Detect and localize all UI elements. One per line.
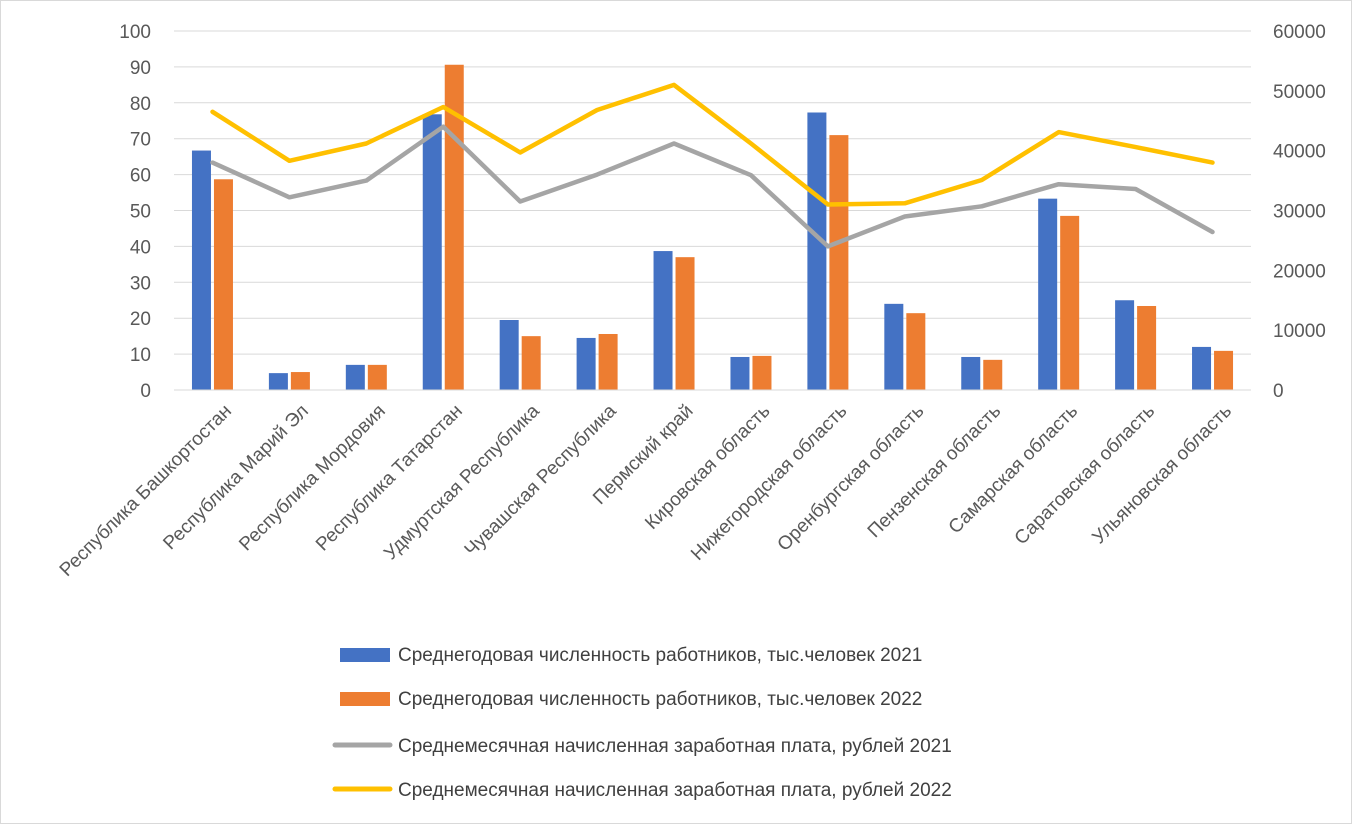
- y-left-tick-label: 10: [130, 345, 151, 366]
- y-left-tick-label: 20: [130, 309, 151, 330]
- bar: [1060, 215, 1080, 390]
- x-category-label: Пензенская область: [864, 401, 1005, 542]
- series-line: [210, 82, 1215, 207]
- x-category-label: Нижегородская область: [687, 401, 851, 565]
- bar: [444, 64, 464, 390]
- x-category-label: Саратовская область: [1011, 401, 1159, 549]
- y-right-tick-label: 10000: [1273, 321, 1326, 342]
- bar: [752, 355, 772, 390]
- bar: [521, 336, 541, 390]
- bar: [367, 364, 387, 390]
- bar: [213, 179, 233, 390]
- x-category-label: Самарская область: [945, 401, 1083, 539]
- bar: [730, 356, 750, 390]
- line-series: [210, 82, 1215, 249]
- y-left-tick-label: 70: [130, 130, 151, 151]
- bar: [598, 333, 618, 390]
- bar: [884, 303, 904, 390]
- series-line: [210, 124, 1215, 249]
- bar: [1115, 300, 1135, 390]
- legend-swatch: [340, 648, 390, 662]
- legend-swatch: [340, 692, 390, 706]
- y-axis-right: 0 10000 20000 30000 40000 50000 60000: [1273, 22, 1326, 402]
- y-left-tick-label: 90: [130, 58, 151, 79]
- bar: [675, 257, 695, 390]
- bar: [345, 364, 365, 390]
- x-category-label: Оренбургская область: [774, 401, 929, 556]
- legend-label: Среднемесячная начисленная заработная пл…: [398, 736, 952, 757]
- bar: [290, 372, 310, 390]
- bar-series: [191, 64, 1234, 391]
- bar: [653, 251, 673, 390]
- y-right-tick-label: 20000: [1273, 261, 1326, 282]
- bar: [961, 356, 981, 390]
- x-category-label: Республика Татарстан: [312, 401, 467, 556]
- x-category-label: Республика Марий Эл: [159, 401, 312, 554]
- bar: [576, 337, 596, 390]
- y-left-tick-label: 80: [130, 94, 151, 115]
- x-category-label: Чувашская Республика: [461, 400, 621, 560]
- gridlines: [174, 30, 1251, 355]
- x-category-label: Ульяновская область: [1088, 401, 1236, 549]
- x-category-label: Республика Мордовия: [235, 401, 390, 556]
- bar: [1038, 198, 1058, 390]
- y-right-tick-label: 50000: [1273, 82, 1326, 103]
- bar: [906, 313, 926, 390]
- y-right-tick-label: 60000: [1273, 22, 1326, 43]
- legend-label: Среднегодовая численность работников, ты…: [398, 645, 922, 666]
- bar: [422, 114, 442, 391]
- y-left-tick-label: 100: [119, 22, 151, 43]
- y-right-tick-label: 30000: [1273, 202, 1326, 223]
- y-right-tick-label: 0: [1273, 381, 1284, 402]
- bar: [268, 373, 288, 390]
- bar: [191, 150, 211, 390]
- y-left-tick-label: 60: [130, 166, 151, 187]
- y-left-tick-label: 50: [130, 202, 151, 223]
- bar: [829, 135, 849, 390]
- legend-label: Среднемесячная начисленная заработная пл…: [398, 780, 952, 801]
- bar: [1192, 346, 1212, 390]
- y-left-tick-label: 40: [130, 237, 151, 258]
- bar: [807, 112, 827, 391]
- legend-label: Среднегодовая численность работников, ты…: [398, 689, 922, 710]
- bar: [1137, 305, 1157, 390]
- y-axis-left: 0 10 20 30 40 50 60 70 80 90 100: [119, 22, 151, 402]
- x-category-label: Удмуртская Республика: [380, 400, 544, 564]
- bar: [499, 319, 519, 390]
- y-left-tick-label: 30: [130, 273, 151, 294]
- bar: [1214, 350, 1234, 390]
- x-category-label: Кировская область: [641, 401, 774, 534]
- y-right-tick-label: 40000: [1273, 142, 1326, 163]
- legend: Среднегодовая численность работников, ты…: [332, 645, 952, 801]
- y-left-tick-label: 0: [140, 381, 151, 402]
- bar: [983, 359, 1003, 390]
